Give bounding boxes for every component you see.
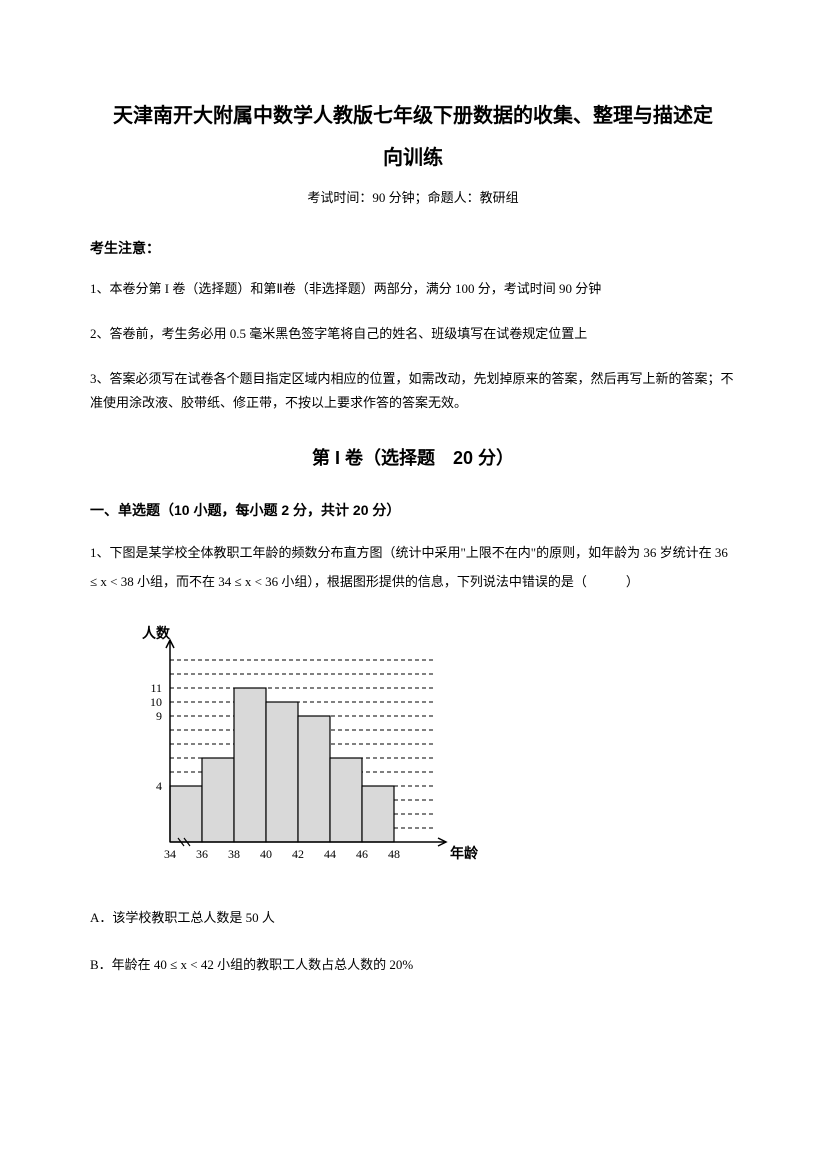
svg-text:36: 36 — [196, 847, 208, 861]
svg-text:40: 40 — [260, 847, 272, 861]
option-a: A．该学校教职工总人数是 50 人 — [90, 908, 736, 929]
question-type-header: 一、单选题（10 小题，每小题 2 分，共计 20 分） — [90, 499, 736, 521]
question-1-text: 1、下图是某学校全体教职工年龄的频数分布直方图（统计中采用"上限不在内"的原则，… — [90, 539, 736, 596]
notice-item-1: 1、本卷分第 I 卷（选择题）和第Ⅱ卷（非选择题）两部分，满分 100 分，考试… — [90, 277, 736, 302]
svg-text:9: 9 — [156, 709, 162, 723]
doc-title-line2: 向训练 — [90, 142, 736, 174]
notice-item-2: 2、答卷前，考生务必用 0.5 毫米黑色签字笔将自己的姓名、班级填写在试卷规定位… — [90, 322, 736, 347]
svg-text:11: 11 — [150, 681, 162, 695]
svg-text:34: 34 — [164, 847, 176, 861]
svg-text:38: 38 — [228, 847, 240, 861]
option-b: B．年龄在 40 ≤ x < 42 小组的教职工人数占总人数的 20% — [90, 955, 736, 976]
doc-title-line1: 天津南开大附属中数学人教版七年级下册数据的收集、整理与描述定 — [90, 100, 736, 132]
notice-header: 考生注意： — [90, 237, 736, 259]
svg-text:48: 48 — [388, 847, 400, 861]
svg-text:42: 42 — [292, 847, 304, 861]
svg-text:年龄: 年龄 — [450, 845, 479, 862]
svg-text:44: 44 — [324, 847, 336, 861]
section-header: 第 I 卷（选择题 20 分） — [90, 444, 736, 473]
svg-text:人数: 人数 — [142, 625, 171, 642]
histogram-chart: 34 36 38 40 42 44 46 48 4 91011 人数年龄 — [110, 612, 736, 882]
svg-text:46: 46 — [356, 847, 368, 861]
svg-text:10: 10 — [150, 695, 162, 709]
notice-item-3: 3、答案必须写在试卷各个题目指定区域内相应的位置，如需改动，先划掉原来的答案，然… — [90, 367, 736, 416]
exam-info: 考试时间：90 分钟；命题人：教研组 — [90, 188, 736, 209]
svg-text:4: 4 — [156, 779, 162, 793]
